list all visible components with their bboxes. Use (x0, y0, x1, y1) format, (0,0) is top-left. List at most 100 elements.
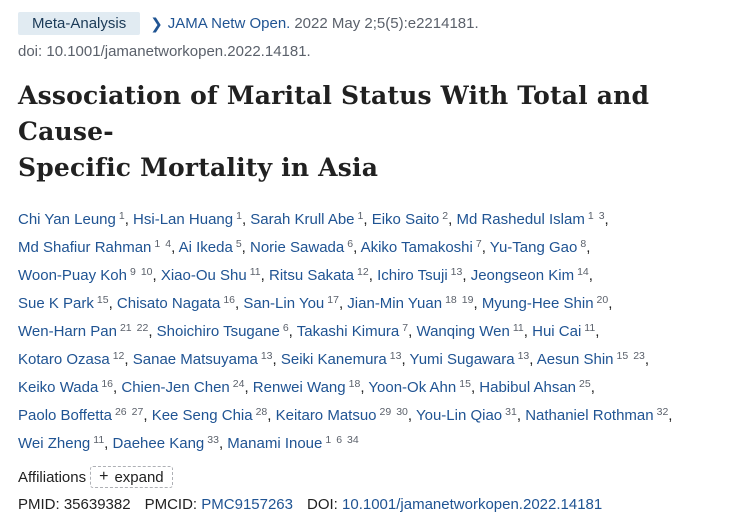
affiliation-ref[interactable]: 10 (140, 266, 153, 278)
affiliation-ref[interactable]: 1 (357, 210, 364, 222)
affiliation-ref[interactable]: 11 (93, 434, 105, 446)
affiliation-ref[interactable]: 19 (461, 294, 474, 306)
author-name-link[interactable]: Yoon-Ok Ahn (368, 379, 457, 396)
author-name-link[interactable]: Aesun Shin (536, 351, 614, 368)
author-name-link[interactable]: Md Rashedul Islam (456, 211, 585, 228)
author-name-link[interactable]: Renwei Wang (252, 379, 346, 396)
affiliation-ref[interactable]: 12 (112, 350, 125, 362)
author-name-link[interactable]: Chien-Jen Chen (121, 379, 230, 396)
affiliation-ref[interactable]: 13 (389, 350, 402, 362)
affiliation-ref[interactable]: 23 (633, 350, 645, 362)
affiliation-ref[interactable]: 8 (580, 238, 587, 250)
author-name-link[interactable]: Keiko Wada (18, 379, 99, 396)
affiliation-ref[interactable]: 12 (357, 266, 369, 278)
affiliation-ref[interactable]: 1 (325, 434, 332, 446)
affiliation-ref[interactable]: 17 (327, 294, 339, 306)
author-name-link[interactable]: San-Lin You (243, 295, 325, 312)
affiliation-ref[interactable]: 27 (131, 406, 144, 418)
affiliation-ref[interactable]: 7 (402, 322, 409, 334)
author-name-link[interactable]: Habibul Ahsan (479, 379, 577, 396)
affiliation-ref[interactable]: 18 (348, 378, 361, 390)
affiliation-ref[interactable]: 5 (235, 238, 242, 250)
author-name-link[interactable]: Jeongseon Kim (470, 267, 575, 284)
author-name-link[interactable]: Ai Ikeda (178, 239, 233, 256)
affiliation-ref[interactable]: 21 (119, 322, 132, 334)
affiliation-ref[interactable]: 6 (336, 434, 343, 446)
affiliation-ref[interactable]: 1 (118, 210, 125, 222)
author-name-link[interactable]: Wen-Harn Pan (18, 323, 117, 340)
affiliation-ref[interactable]: 24 (232, 378, 245, 390)
author-name-link[interactable]: Jian-Min Yuan (347, 295, 443, 312)
affiliation-ref[interactable]: 16 (101, 378, 114, 390)
author-name-link[interactable]: Xiao-Ou Shu (160, 267, 247, 284)
author-name-link[interactable]: Nathaniel Rothman (525, 407, 654, 424)
author-name-link[interactable]: Seiki Kanemura (280, 351, 387, 368)
affiliation-ref[interactable]: 26 (114, 406, 127, 418)
author-name-link[interactable]: Yu-Tang Gao (489, 239, 578, 256)
affiliation-ref[interactable]: 25 (579, 378, 591, 390)
affiliation-ref[interactable]: 15 (96, 294, 109, 306)
author-name-link[interactable]: Kotaro Ozasa (18, 351, 110, 368)
author-name-link[interactable]: Daehee Kang (112, 435, 205, 452)
author-name-link[interactable]: Md Shafiur Rahman (18, 239, 152, 256)
affiliation-ref[interactable]: 13 (517, 350, 530, 362)
author-name-link[interactable]: Ritsu Sakata (268, 267, 355, 284)
affiliation-ref[interactable]: 1 (236, 210, 242, 222)
affiliation-ref[interactable]: 18 (445, 294, 457, 306)
affiliation-ref[interactable]: 30 (396, 406, 408, 418)
author-name-link[interactable]: Woon-Puay Koh (18, 267, 127, 284)
affiliation-ref[interactable]: 2 (442, 210, 449, 222)
affiliation-ref[interactable]: 4 (165, 238, 172, 250)
affiliation-ref[interactable]: 11 (249, 266, 261, 278)
affiliation-ref[interactable]: 9 (129, 266, 136, 278)
journal-link[interactable]: JAMA Netw Open. (167, 15, 291, 32)
author-name-link[interactable]: Sanae Matsuyama (132, 351, 258, 368)
author-name-link[interactable]: Norie Sawada (250, 239, 345, 256)
affiliation-ref[interactable]: 31 (505, 406, 517, 418)
author-name-link[interactable]: Eiko Saito (371, 211, 440, 228)
author-name-link[interactable]: Kee Seng Chia (151, 407, 253, 424)
pmcid-link[interactable]: PMC9157263 (201, 496, 293, 513)
affiliation-ref[interactable]: 20 (596, 294, 609, 306)
author-name-link[interactable]: Wei Zheng (18, 435, 91, 452)
affiliation-ref[interactable]: 7 (475, 238, 482, 250)
affiliation-ref[interactable]: 1 (154, 238, 161, 250)
author-name-link[interactable]: Wanqing Wen (416, 323, 510, 340)
author-name-link[interactable]: Ichiro Tsuji (377, 267, 448, 284)
affiliation-ref[interactable]: 3 (598, 210, 605, 222)
author-name-link[interactable]: Hsi-Lan Huang (133, 211, 234, 228)
affiliation-ref[interactable]: 32 (656, 406, 669, 418)
affiliation-ref[interactable]: 28 (255, 406, 268, 418)
author-name-link[interactable]: Manami Inoue (227, 435, 323, 452)
affiliation-ref[interactable]: 6 (282, 322, 289, 334)
affiliation-ref[interactable]: 29 (379, 406, 392, 418)
affiliation-ref[interactable]: 1 (587, 210, 594, 222)
affiliation-ref[interactable]: 14 (577, 266, 589, 278)
affiliation-ref[interactable]: 6 (347, 238, 354, 250)
author-name-link[interactable]: Yumi Sugawara (409, 351, 515, 368)
affiliation-ref[interactable]: 22 (136, 322, 149, 334)
author-name-link[interactable]: Sarah Krull Abe (250, 211, 355, 228)
author-name-link[interactable]: Akiko Tamakoshi (360, 239, 473, 256)
affiliation-ref[interactable]: 13 (450, 266, 463, 278)
author-name-link[interactable]: Takashi Kimura (296, 323, 400, 340)
author-name-link[interactable]: Sue K Park (18, 295, 94, 312)
expand-affiliations-button[interactable]: + expand (90, 466, 173, 488)
affiliation-ref[interactable]: 11 (584, 322, 596, 334)
author-name-link[interactable]: Myung-Hee Shin (481, 295, 594, 312)
doi-link[interactable]: 10.1001/jamanetworkopen.2022.14181 (342, 496, 603, 513)
author-name-link[interactable]: Chi Yan Leung (18, 211, 116, 228)
affiliation-ref[interactable]: 11 (512, 322, 524, 334)
affiliation-ref[interactable]: 15 (616, 350, 629, 362)
author-name-link[interactable]: Paolo Boffetta (18, 407, 112, 424)
author-name-link[interactable]: Shoichiro Tsugane (156, 323, 280, 340)
author-name-link[interactable]: Keitaro Matsuo (275, 407, 377, 424)
author-name-link[interactable]: You-Lin Qiao (415, 407, 503, 424)
author-name-link[interactable]: Chisato Nagata (116, 295, 221, 312)
affiliation-ref[interactable]: 16 (223, 294, 235, 306)
affiliation-ref[interactable]: 33 (207, 434, 219, 446)
author-name-link[interactable]: Hui Cai (532, 323, 582, 340)
affiliation-ref[interactable]: 34 (347, 434, 359, 446)
affiliation-ref[interactable]: 15 (459, 378, 471, 390)
affiliation-ref[interactable]: 13 (260, 350, 273, 362)
